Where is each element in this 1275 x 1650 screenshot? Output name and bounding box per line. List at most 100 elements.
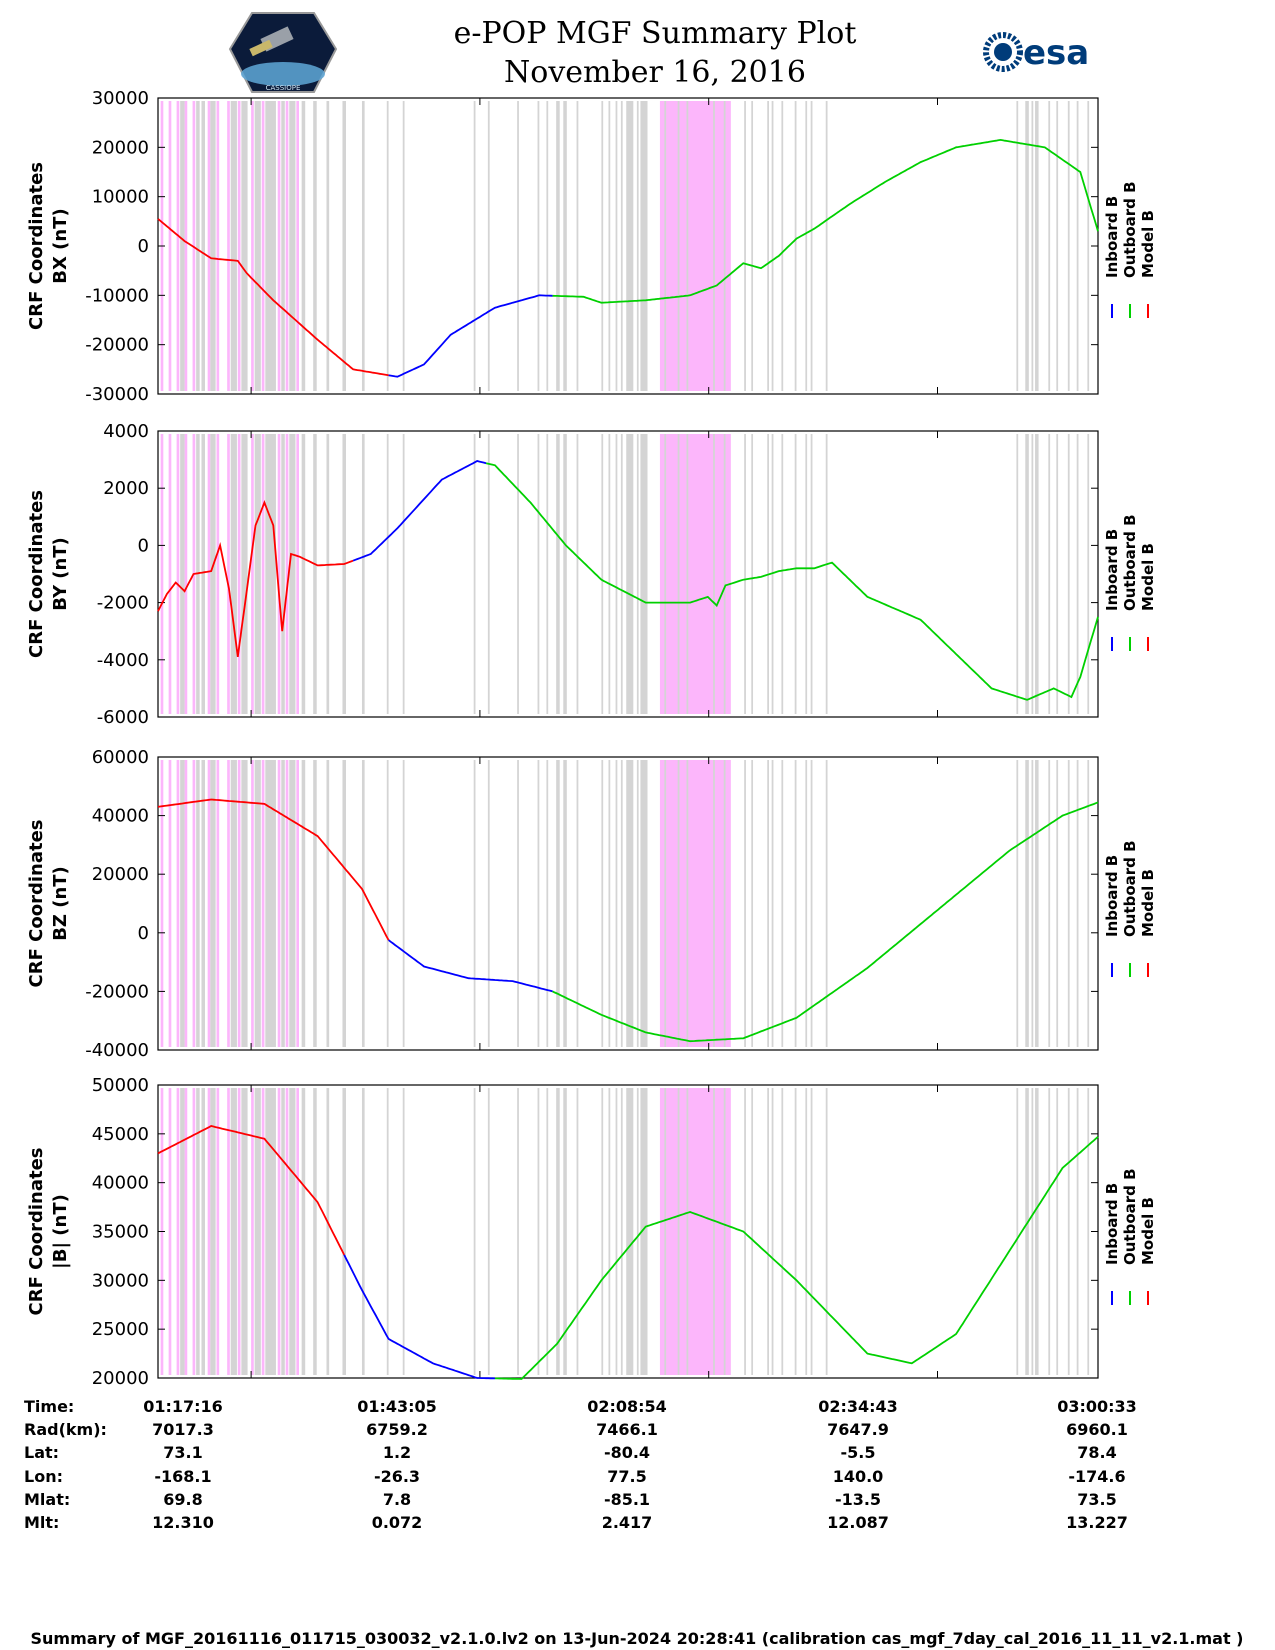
- gray-band: [265, 434, 276, 714]
- gray-band: [537, 434, 540, 714]
- gray-band: [517, 1088, 519, 1375]
- gray-band: [723, 1088, 726, 1375]
- y-tick-label: 45000: [92, 1124, 149, 1145]
- cassiope-logo: CASSIOPE: [228, 12, 338, 93]
- table-row-label: Lon:: [24, 1467, 63, 1486]
- y-tick-label: 0: [138, 236, 149, 257]
- table-cell: 7647.9: [827, 1420, 889, 1439]
- y-tick-label: 25000: [92, 1319, 149, 1340]
- y-tick-label: -20000: [85, 335, 149, 356]
- gray-band: [196, 101, 200, 391]
- table-cell: 12.087: [827, 1513, 889, 1532]
- pink-band: [168, 760, 172, 1047]
- pink-band: [160, 760, 164, 1047]
- table-cell: 0.072: [372, 1513, 423, 1532]
- y-tick-label: -2000: [97, 593, 149, 614]
- series-line-outboard-b: [552, 138, 1099, 304]
- gray-band: [196, 1088, 200, 1375]
- gray-band: [620, 1088, 623, 1375]
- gray-band: [825, 760, 828, 1047]
- gray-band: [713, 101, 715, 391]
- gray-band: [805, 760, 808, 1047]
- gray-band: [563, 760, 567, 1047]
- gray-band: [517, 101, 519, 391]
- gray-band: [487, 434, 490, 714]
- table-cell: 6960.1: [1066, 1420, 1128, 1439]
- pink-band: [184, 1088, 188, 1375]
- gray-band: [805, 101, 808, 391]
- gray-band: [1056, 1088, 1059, 1375]
- y-tick-label: -40000: [85, 1040, 149, 1061]
- y-tick-label: 2000: [103, 478, 149, 499]
- gray-band: [1031, 101, 1034, 391]
- gray-band: [723, 101, 726, 391]
- gray-band: [677, 1088, 680, 1375]
- y-axis-label: BZ (nT): [50, 866, 71, 941]
- gray-band: [1048, 760, 1051, 1047]
- gray-band: [342, 1088, 346, 1375]
- series-line-inboard-b: [343, 1254, 496, 1380]
- gray-band: [794, 1088, 797, 1375]
- pink-band: [659, 101, 731, 391]
- gray-band: [576, 760, 579, 1047]
- gray-band: [576, 434, 579, 714]
- pink-band: [277, 1088, 281, 1375]
- gray-band: [626, 760, 634, 1047]
- gray-band: [636, 434, 639, 714]
- gray-band: [361, 434, 365, 714]
- y-axis-label: CRF Coordinates: [26, 820, 47, 988]
- gray-band: [713, 1088, 715, 1375]
- legend-label-model-b: Model B: [1139, 1197, 1157, 1265]
- gray-band: [664, 434, 667, 714]
- pink-band: [227, 101, 230, 391]
- y-axis-label: |B| (nT): [50, 1194, 71, 1269]
- gray-band: [342, 760, 346, 1047]
- table-cell: 02:34:43: [818, 1397, 898, 1416]
- series-line-outboard-b: [552, 801, 1099, 1043]
- pink-band: [168, 434, 172, 714]
- gray-band: [1016, 101, 1019, 391]
- pink-band: [227, 434, 230, 714]
- pink-band: [659, 760, 731, 1047]
- gray-band: [771, 760, 774, 1047]
- pink-band: [216, 760, 220, 1047]
- gray-band: [640, 101, 648, 391]
- gray-band: [1067, 434, 1070, 714]
- gray-band: [677, 434, 680, 714]
- gray-band: [1087, 760, 1090, 1047]
- table-cell: 78.4: [1077, 1443, 1116, 1462]
- gray-band: [794, 434, 797, 714]
- gray-band: [386, 434, 389, 714]
- gray-band: [563, 1088, 567, 1375]
- pink-band: [277, 760, 281, 1047]
- pink-band: [227, 760, 230, 1047]
- y-tick-label: -10000: [85, 285, 149, 306]
- gray-band: [664, 101, 667, 391]
- gray-band: [636, 101, 639, 391]
- gray-band: [254, 760, 261, 1047]
- pink-band: [168, 1088, 172, 1375]
- gray-band: [289, 760, 296, 1047]
- y-tick-label: 40000: [92, 1173, 149, 1194]
- pink-band: [261, 760, 265, 1047]
- gray-band: [601, 760, 604, 1047]
- gray-band: [810, 101, 813, 391]
- table-cell: 01:43:05: [357, 1397, 437, 1416]
- gray-band: [1076, 434, 1079, 714]
- gray-band: [361, 760, 365, 1047]
- gray-band: [563, 101, 567, 391]
- pink-band: [251, 434, 254, 714]
- legend-label-inboard-b: Inboard B: [1103, 855, 1121, 937]
- gray-band: [686, 1088, 689, 1375]
- panel-2: -6000 -4000 -2000 0 2000 4000 CRF Coordinates B…: [26, 421, 1157, 728]
- pink-band: [251, 760, 254, 1047]
- table-row-label: Mlat:: [24, 1490, 70, 1509]
- gray-band: [289, 1088, 296, 1375]
- gray-band: [210, 760, 216, 1047]
- y-tick-label: 20000: [92, 864, 149, 885]
- pink-band: [237, 1088, 241, 1375]
- gray-band: [1025, 101, 1029, 391]
- gray-band: [1076, 760, 1079, 1047]
- table-cell: 140.0: [833, 1467, 884, 1486]
- gray-band: [402, 101, 405, 391]
